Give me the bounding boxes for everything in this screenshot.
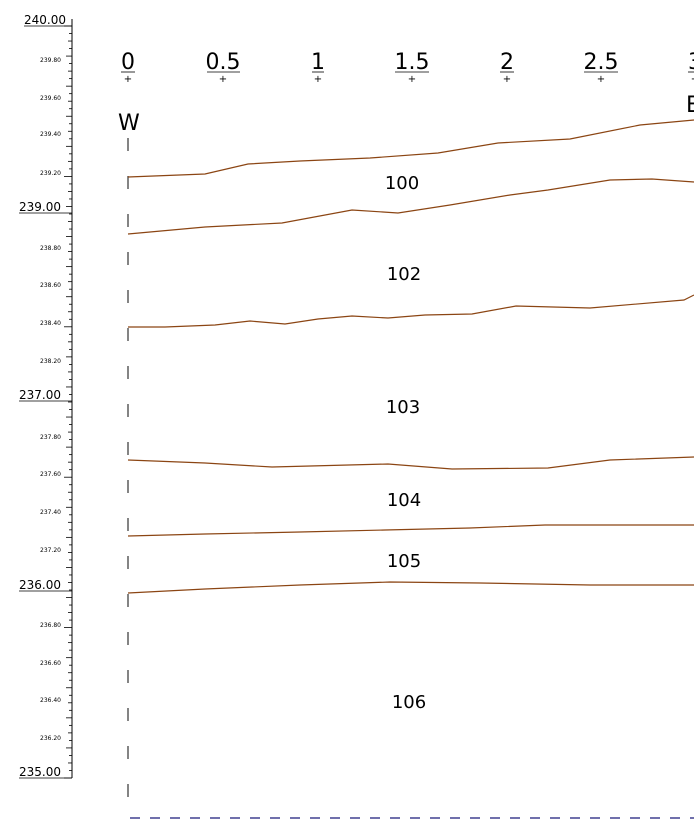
- east-endpoint-label: E: [686, 93, 694, 118]
- elevation-scale: 240.00 239.80 239.60 239.40 239.20 239.0…: [19, 13, 73, 779]
- layer-boundary-line: [127, 178, 694, 235]
- elevation-major-label: 237.00: [19, 388, 61, 402]
- elevation-minor-label: 237.20: [40, 547, 61, 554]
- distance-tick-plus: +: [597, 74, 605, 85]
- distance-label: 2.5: [584, 50, 619, 75]
- distance-label: 1: [311, 50, 325, 75]
- elevation-minor-label: 239.40: [40, 131, 61, 138]
- distance-tick-plus: +: [408, 74, 416, 85]
- distance-tick-plus: +: [219, 74, 227, 85]
- elevation-major-label: 235.00: [19, 765, 61, 779]
- distance-label: 2: [500, 50, 514, 75]
- profile-outline: [127, 138, 694, 820]
- distance-label: 0.5: [206, 50, 241, 75]
- distance-scale: 0 + 0.5 + 1 + 1.5 + 2 + 2.5 + 3 +: [121, 50, 694, 85]
- elevation-minor-label: 236.40: [40, 697, 61, 704]
- elevation-minor-label: 238.60: [40, 282, 61, 289]
- layer-boundary-line: [127, 581, 694, 594]
- elevation-major-label: 239.00: [19, 200, 61, 214]
- elevation-minor-label: 236.20: [40, 735, 61, 742]
- elevation-minor-label: 238.20: [40, 358, 61, 365]
- layer-boundaries: [127, 119, 694, 594]
- elevation-major-label: 240.00: [24, 13, 66, 27]
- elevation-minor-label: 237.80: [40, 434, 61, 441]
- elevation-scale-ticks: [64, 25, 72, 779]
- elevation-minor-label: 239.80: [40, 57, 61, 64]
- elevation-minor-label: 238.80: [40, 245, 61, 252]
- layer-label: 100: [385, 173, 419, 194]
- elevation-minor-label: 236.80: [40, 622, 61, 629]
- elevation-minor-label: 236.60: [40, 660, 61, 667]
- elevation-major-label: 236.00: [19, 578, 61, 592]
- layer-label: 105: [387, 551, 421, 572]
- layer-boundary-line: [127, 524, 694, 537]
- layer-boundary-line: [128, 294, 694, 328]
- distance-label: 0: [121, 50, 135, 75]
- layer-label: 106: [392, 692, 426, 713]
- elevation-minor-label: 239.60: [40, 95, 61, 102]
- distance-tick-plus: +: [314, 74, 322, 85]
- elevation-minor-label: 239.20: [40, 170, 61, 177]
- layer-labels: 100 102 103 104 105 106: [385, 173, 426, 713]
- elevation-minor-label: 237.40: [40, 509, 61, 516]
- west-endpoint-label: W: [118, 111, 140, 136]
- distance-tick-plus: +: [124, 74, 132, 85]
- layer-label: 103: [386, 397, 420, 418]
- layer-boundary-line: [127, 119, 694, 178]
- layer-boundary-line: [127, 456, 694, 470]
- layer-label: 104: [387, 490, 421, 511]
- distance-tick-plus: +: [691, 74, 694, 85]
- elevation-minor-label: 237.60: [40, 471, 61, 478]
- layer-label: 102: [387, 264, 421, 285]
- distance-label: 1.5: [395, 50, 430, 75]
- distance-label: 3: [688, 50, 694, 75]
- elevation-minor-label: 238.40: [40, 320, 61, 327]
- distance-tick-plus: +: [503, 74, 511, 85]
